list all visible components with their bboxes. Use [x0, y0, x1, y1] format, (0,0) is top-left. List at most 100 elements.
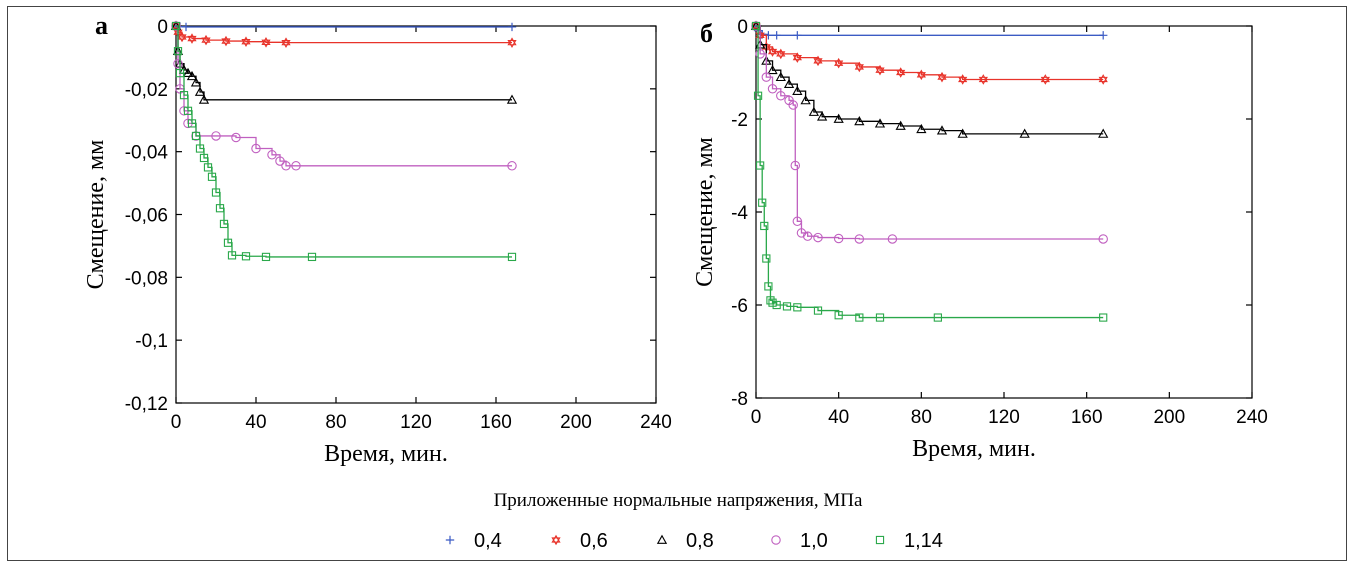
x-axis-label: Время, мин.: [912, 436, 1036, 462]
data-point: [761, 72, 772, 82]
legend-label-5: 1,14: [904, 530, 943, 552]
data-point: [772, 31, 781, 40]
data-point: [800, 95, 811, 105]
legend-marker-2: [551, 534, 561, 546]
data-point: [833, 113, 844, 123]
data-point: [1098, 128, 1109, 138]
series-4: [751, 21, 1108, 244]
data-point: [291, 161, 301, 171]
data-point: [181, 22, 191, 32]
data-point: [790, 160, 801, 171]
data-point: [764, 282, 773, 291]
data-point: [788, 100, 798, 110]
data-point: [223, 238, 233, 247]
data-point: [760, 221, 769, 231]
x-axis-label: Время, мин.: [324, 441, 448, 467]
data-point: [887, 234, 898, 244]
data-point: [182, 67, 194, 78]
data-point: [767, 46, 778, 57]
x-tick-label: 120: [400, 412, 432, 433]
series-line: [756, 25, 1104, 81]
data-point: [833, 233, 844, 244]
data-point: [186, 70, 198, 81]
series-line: [176, 25, 512, 167]
data-point: [793, 31, 802, 40]
data-point: [796, 228, 807, 238]
data-point: [766, 296, 775, 305]
data-point: [211, 188, 221, 197]
data-point: [834, 311, 843, 320]
legend-title: Приложенные нормальные напряжения, МПа: [494, 490, 863, 511]
data-point: [215, 204, 225, 213]
data-point: [195, 144, 205, 153]
x-tick-label: 160: [1071, 407, 1103, 428]
data-point: [854, 115, 865, 126]
legend-label-1: 0,4: [474, 530, 502, 552]
series-5: [751, 21, 1108, 322]
data-point: [792, 216, 803, 227]
data-point: [177, 31, 187, 43]
panel-label: а: [95, 11, 108, 40]
data-point: [211, 131, 221, 141]
series-1: [751, 21, 1108, 40]
data-point: [813, 306, 823, 315]
series-2: [751, 20, 1108, 85]
data-point: [507, 37, 517, 48]
data-point: [775, 71, 786, 82]
y-tick-label: 0: [157, 17, 168, 38]
data-point: [776, 91, 786, 101]
data-point: [219, 219, 229, 229]
data-point: [251, 143, 261, 154]
y-tick-label: -0,08: [125, 268, 168, 289]
x-tick-label: 80: [325, 412, 346, 433]
data-point: [767, 84, 778, 94]
plot-area-b: [755, 25, 1253, 399]
y-tick-label: -4: [731, 203, 748, 224]
data-point: [227, 251, 237, 260]
data-point: [179, 90, 189, 100]
data-point: [187, 33, 197, 44]
data-point: [267, 150, 277, 160]
data-point: [1040, 74, 1050, 85]
series-4: [171, 21, 517, 171]
x-tick-label: 0: [171, 412, 182, 433]
series-line: [176, 25, 512, 44]
data-point: [261, 252, 271, 262]
data-point: [875, 313, 885, 322]
data-point: [281, 37, 291, 48]
y-tick-label: 0: [737, 17, 748, 38]
data-point: [507, 22, 517, 32]
data-point: [776, 48, 786, 60]
legend-marker-3: [656, 534, 668, 544]
data-point: [792, 85, 803, 96]
legend: Приложенные нормальные напряжения, МПа 0…: [445, 490, 943, 552]
data-point: [874, 118, 886, 128]
data-point: [194, 86, 206, 96]
data-point: [506, 94, 518, 104]
data-point: [173, 58, 183, 69]
y-tick-label: -0,04: [125, 143, 169, 164]
data-point: [808, 106, 820, 116]
data-point: [307, 252, 317, 262]
data-point: [782, 302, 792, 311]
panel-a: 0 40 80 120 160 200 240 0 -0,02 -0,04 -0,06 -0,08 -0…: [83, 11, 672, 467]
data-point: [1099, 313, 1108, 322]
data-point: [201, 34, 211, 46]
data-point: [895, 120, 906, 130]
data-point: [783, 78, 795, 89]
y-tick-label: -0,1: [135, 331, 168, 352]
x-tick-label: 40: [245, 412, 266, 433]
data-point: [221, 35, 231, 47]
data-point: [281, 161, 291, 171]
y-axis-label: Смещение, мм: [83, 140, 109, 290]
data-point: [241, 252, 251, 261]
y-axis-label: Смещение, мм: [692, 137, 718, 287]
data-point: [816, 111, 828, 121]
data-point: [957, 128, 968, 138]
data-point: [203, 163, 213, 172]
series-line: [176, 25, 512, 258]
data-point: [187, 119, 197, 128]
data-point: [1098, 234, 1108, 244]
data-point: [241, 36, 251, 48]
plot-area-a: [175, 25, 657, 404]
